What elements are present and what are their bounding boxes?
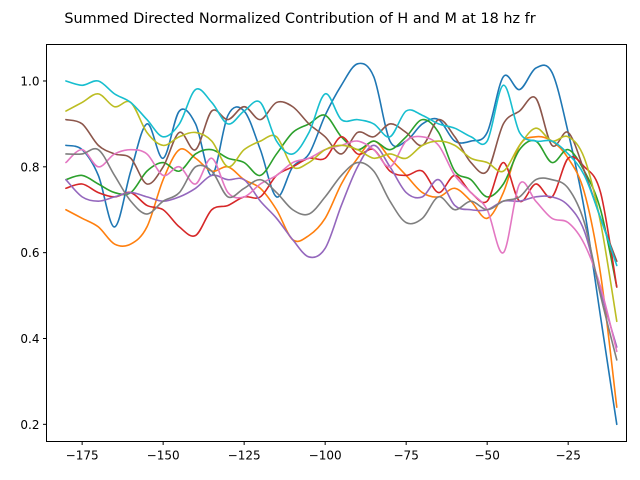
x-tick-label: −150 [147, 449, 180, 463]
x-axis: −175 −150 −125 −100 −75 −50 −25 [66, 441, 581, 463]
y-tick-label: 1.0 [20, 74, 39, 88]
x-tick-label: −100 [309, 449, 342, 463]
x-tick-label: −25 [556, 449, 581, 463]
series-line-4 [65, 135, 618, 288]
y-tick-label: 0.4 [20, 332, 39, 346]
x-tick-label: −175 [66, 449, 99, 463]
series-line-2 [65, 135, 618, 408]
x-tick-label: −125 [228, 449, 261, 463]
series-line-1 [65, 62, 618, 426]
series-line-8 [65, 147, 618, 361]
y-axis: 0.2 0.4 0.6 0.8 1.0 [20, 74, 47, 432]
x-tick-label: −75 [394, 449, 419, 463]
series-line-6 [65, 96, 618, 263]
chart-title: Summed Directed Normalized Contribution … [64, 11, 535, 27]
y-tick-label: 0.2 [20, 418, 39, 432]
series-line-10 [65, 79, 618, 267]
axes-frame [46, 44, 627, 442]
y-tick-label: 0.8 [20, 160, 39, 174]
series-line-5 [65, 144, 618, 348]
series-layer [65, 62, 618, 426]
x-tick-label: −50 [475, 449, 500, 463]
series-line-9 [65, 93, 618, 323]
y-tick-label: 0.6 [20, 246, 39, 260]
